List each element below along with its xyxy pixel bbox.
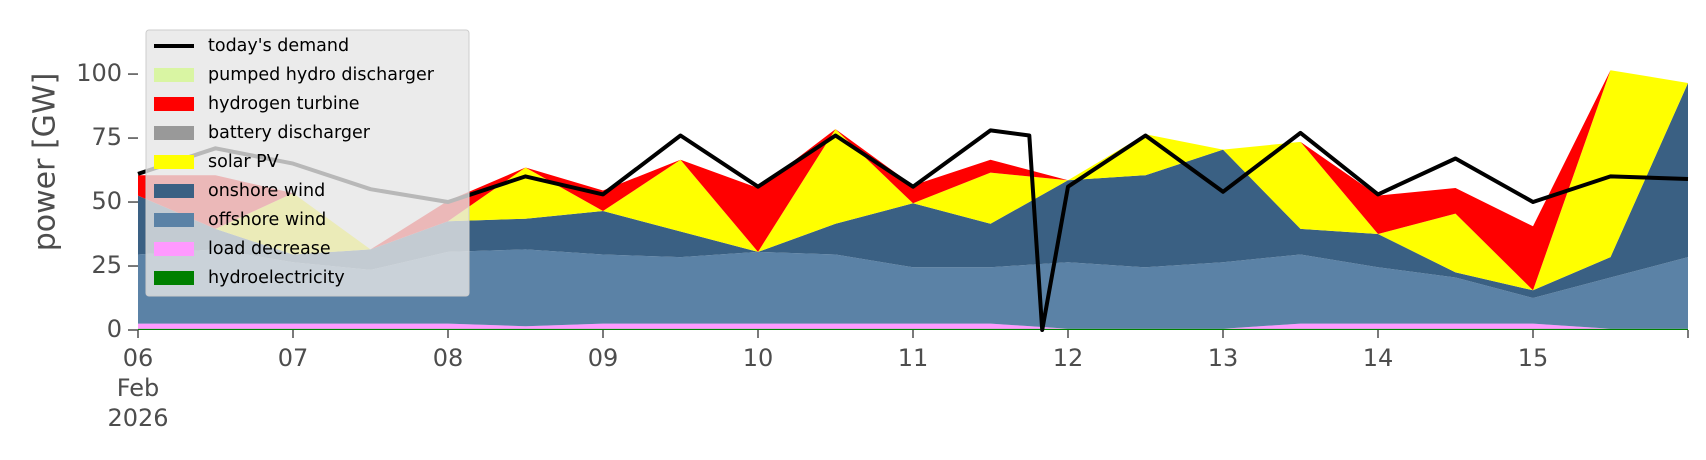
- legend-label: load decrease: [208, 239, 331, 259]
- legend-swatch-solar-pv: [154, 155, 194, 169]
- area-hydrogen-turbine: [138, 70, 1688, 291]
- legend: today's demand pumped hydro discharger hyd…: [145, 29, 470, 297]
- x-tick-sublabel: 2026: [107, 404, 168, 432]
- x-tick-label: 08: [433, 344, 464, 372]
- x-tick-sublabel: Feb: [117, 374, 160, 402]
- legend-swatch-load-decrease: [154, 242, 194, 256]
- x-tick-label: 10: [743, 344, 774, 372]
- x-tick-label: 15: [1518, 344, 1549, 372]
- legend-label: hydrogen turbine: [208, 94, 360, 114]
- area-onshore-wind: [138, 83, 1688, 298]
- legend-label: battery discharger: [208, 123, 371, 143]
- legend-swatch-hydrogen-turbine: [154, 97, 194, 111]
- y-tick-label: 25: [91, 251, 122, 279]
- legend-label: onshore wind: [208, 181, 325, 201]
- legend-label: offshore wind: [208, 210, 326, 230]
- x-tick-label: 13: [1208, 344, 1239, 372]
- x-tick-label: 09: [588, 344, 619, 372]
- x-tick-label: 12: [1053, 344, 1084, 372]
- x-tick-label: 07: [278, 344, 309, 372]
- area-offshore-wind: [138, 249, 1688, 329]
- y-axis-title: power [GW]: [28, 73, 63, 252]
- area-hydroelectricity: [138, 328, 1688, 330]
- legend-label: hydroelectricity: [208, 268, 345, 288]
- x-tick-label: 11: [898, 344, 929, 372]
- legend-swatch-onshore-wind: [154, 184, 194, 198]
- legend-label: pumped hydro discharger: [208, 65, 435, 85]
- legend-swatch-hydroelectricity: [154, 271, 194, 285]
- y-tick-label: 0: [107, 315, 122, 343]
- legend-frame: [145, 29, 470, 297]
- legend-swatch-battery-discharger: [154, 126, 194, 140]
- legend-swatch-pumped-hydro-discharger: [154, 68, 194, 82]
- y-tick-label: 50: [91, 187, 122, 215]
- legend-label: solar PV: [208, 152, 279, 172]
- x-tick-label: 06: [123, 344, 154, 372]
- stacked-areas: [138, 70, 1688, 330]
- y-tick-label: 100: [76, 59, 122, 87]
- area-load-decrease: [138, 323, 1688, 329]
- legend-label: today's demand: [208, 36, 349, 56]
- legend-swatch-offshore-wind: [154, 213, 194, 227]
- x-tick-label: 14: [1363, 344, 1394, 372]
- y-tick-label: 75: [91, 123, 122, 151]
